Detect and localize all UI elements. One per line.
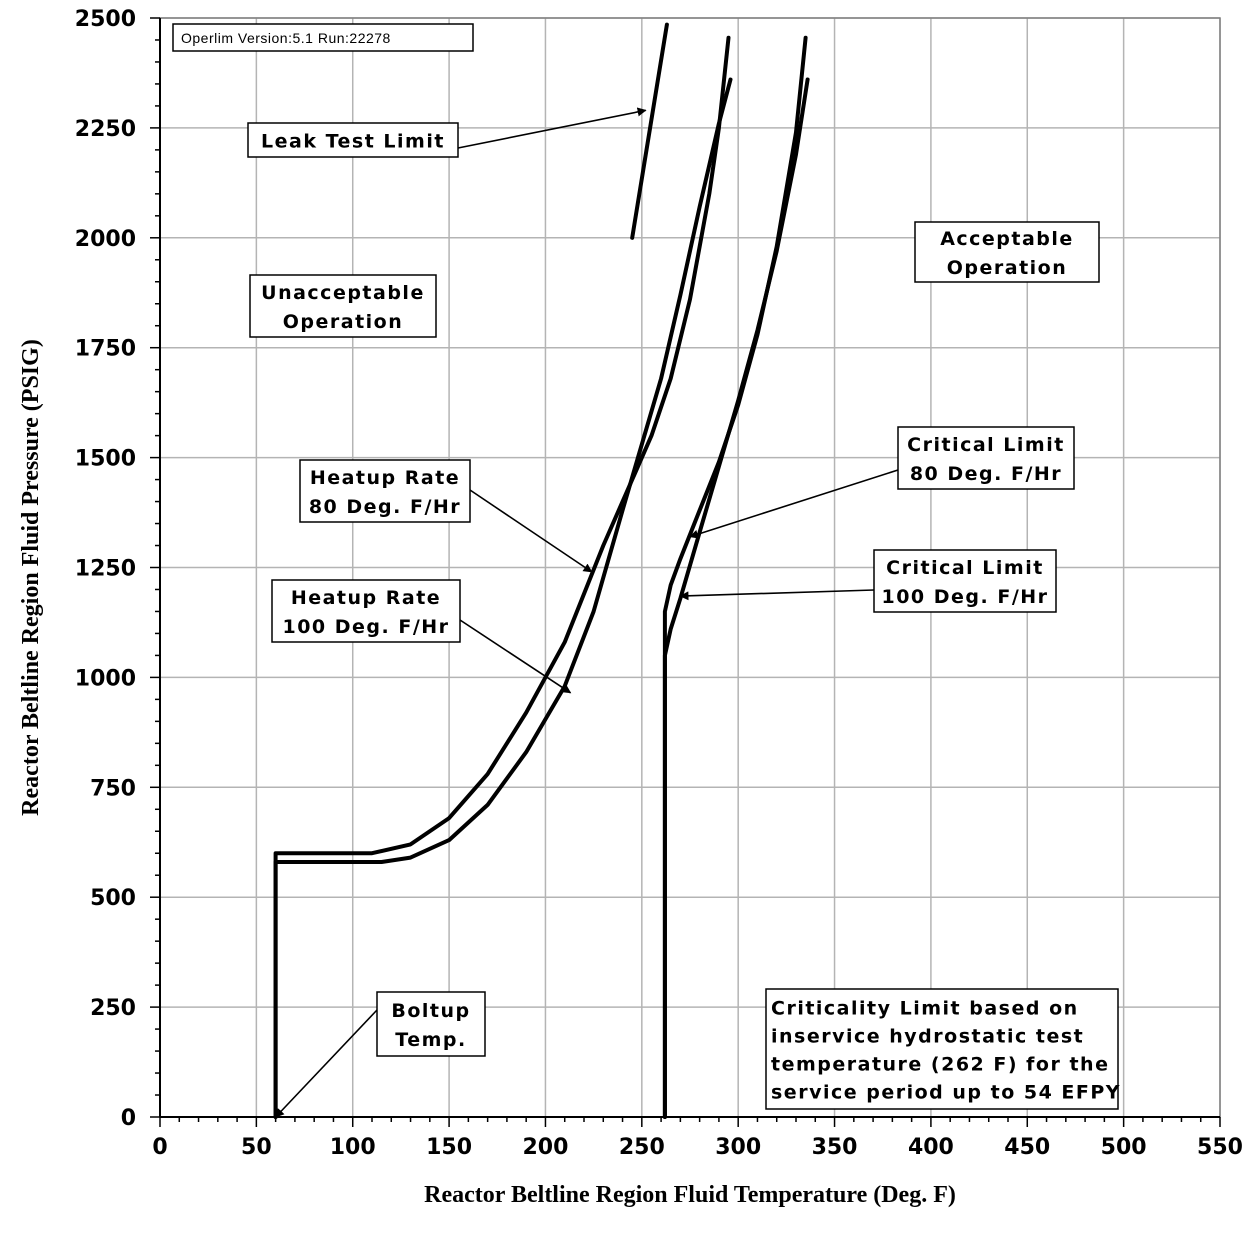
- y-tick-label: 1500: [75, 447, 136, 472]
- annotation-text: Unacceptable: [261, 282, 425, 304]
- annotation-text: Leak Test Limit: [261, 131, 445, 153]
- annotation-box-heat80: [299, 459, 471, 523]
- annotation-text: 100 Deg. F/Hr: [282, 616, 449, 638]
- axes: [150, 17, 1221, 1127]
- x-tick-label: 250: [619, 1135, 665, 1160]
- x-tick-label: 500: [1101, 1135, 1147, 1160]
- annotation-boltup: Boltup Temp.: [275, 991, 486, 1118]
- y-tick-label: 500: [90, 886, 136, 911]
- version-box: [172, 23, 474, 52]
- annotation-text: inservice hydrostatic test: [771, 1025, 1084, 1047]
- annotation-arrow-crit80: [689, 469, 899, 539]
- y-tick-label: 750: [90, 776, 136, 801]
- annotation-arrow-boltup: [275, 1009, 378, 1118]
- y-tick-label: 2000: [75, 227, 136, 252]
- annotation-text: temperature (262 F) for the: [771, 1053, 1109, 1075]
- x-tick-label: 50: [241, 1135, 272, 1160]
- x-tick-label: 100: [330, 1135, 376, 1160]
- version-note: Operlim Version:5.1 Run:22278: [172, 23, 474, 52]
- annotation-box-crit100: [873, 549, 1057, 613]
- annotation-text: Acceptable: [940, 228, 1074, 250]
- annotation-box-unacceptable: [249, 274, 437, 338]
- annotation-text: Heatup Rate: [291, 587, 441, 609]
- x-tick-label: 200: [522, 1135, 568, 1160]
- annotation-text: Critical Limit: [907, 434, 1065, 456]
- annotation-text: Operation: [283, 311, 404, 333]
- annotation-text: Heatup Rate: [310, 467, 460, 489]
- annotation-crit80: Critical Limit 80 Deg. F/Hr: [689, 426, 1075, 539]
- annotation-unacceptable: Unacceptable Operation: [249, 274, 437, 338]
- y-axis-title: Reactor Beltline Region Fluid Pressure (…: [18, 339, 44, 816]
- x-tick-label: 550: [1197, 1135, 1243, 1160]
- y-tick-label: 250: [90, 996, 136, 1021]
- annotation-box-boltup: [376, 991, 486, 1057]
- y-tick-label: 2500: [75, 7, 136, 32]
- x-tick-label: 0: [152, 1135, 167, 1160]
- annotation-text: Temp.: [395, 1029, 466, 1051]
- annotation-arrow-leak: [457, 107, 647, 149]
- annotation-heat100: Heatup Rate 100 Deg. F/Hr: [271, 579, 572, 694]
- series-layer: [273, 22, 810, 1119]
- annotation-acceptable: Acceptable Operation: [914, 221, 1100, 283]
- series-line-heatup_80: [273, 35, 731, 1119]
- x-tick-label: 450: [1004, 1135, 1050, 1160]
- annotation-criticality: Criticality Limit based on inservice hydr…: [765, 988, 1121, 1110]
- annotation-box-criticality: [765, 988, 1119, 1110]
- y-tick-label: 2250: [75, 117, 136, 142]
- tick-labels: 0 250 500 750 1000 1250 1500 1750 2000 2250 2500 0 5…: [75, 7, 1243, 1160]
- x-tick-label: 300: [715, 1135, 761, 1160]
- annotation-box-crit80: [897, 426, 1075, 490]
- annotation-heat80: Heatup Rate 80 Deg. F/Hr: [299, 459, 593, 573]
- annotation-text: Boltup: [391, 1000, 470, 1022]
- annotation-box-acceptable: [914, 221, 1100, 283]
- annotation-text: 80 Deg. F/Hr: [910, 463, 1062, 485]
- series-line-leak_test_limit: [630, 22, 669, 240]
- x-tick-label: 350: [812, 1135, 858, 1160]
- series-line-heatup_100: [273, 77, 733, 1119]
- annotation-leak: Leak Test Limit: [247, 107, 647, 158]
- x-axis-title: Reactor Beltline Region Fluid Temperatur…: [424, 1182, 956, 1208]
- annotation-text: Operation: [947, 257, 1068, 279]
- y-tick-label: 1750: [75, 337, 136, 362]
- y-tick-label: 1250: [75, 557, 136, 582]
- annotation-arrow-heat80: [469, 489, 593, 573]
- annotation-arrow-heat100: [459, 619, 572, 694]
- annotation-text: Critical Limit: [886, 557, 1044, 579]
- x-tick-label: 400: [908, 1135, 954, 1160]
- annotation-box-leak: [247, 122, 459, 158]
- y-tick-label: 0: [121, 1106, 136, 1131]
- annotation-arrow-crit100: [679, 589, 875, 601]
- annotation-text: Criticality Limit based on: [771, 997, 1079, 1019]
- annotation-box-heat100: [271, 579, 461, 643]
- x-tick-label: 150: [426, 1135, 472, 1160]
- annotation-crit100: Critical Limit 100 Deg. F/Hr: [679, 549, 1057, 613]
- series-line-critical_100: [662, 77, 810, 1119]
- annotation-text: 80 Deg. F/Hr: [309, 496, 461, 518]
- annotations: Leak Test LimitUnacceptableOperationAcce…: [247, 107, 1121, 1118]
- version-text: Operlim Version:5.1 Run:22278: [181, 30, 391, 46]
- annotation-text: 100 Deg. F/Hr: [881, 586, 1048, 608]
- annotation-text: service period up to 54 EFPY: [771, 1081, 1121, 1103]
- y-tick-label: 1000: [75, 666, 136, 691]
